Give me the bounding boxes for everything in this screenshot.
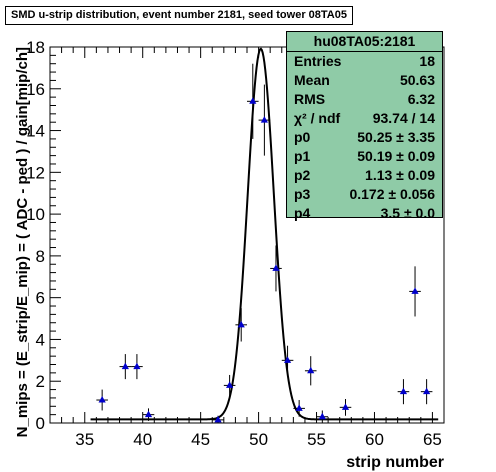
y-tick-label: 12 xyxy=(26,163,45,182)
y-tick-label: 2 xyxy=(36,372,45,391)
stats-value: 3.5 ± 0.0 xyxy=(380,205,435,221)
y-tick-label: 0 xyxy=(36,414,45,433)
chart-title: SMD u-strip distribution, event number 2… xyxy=(5,6,353,25)
data-point xyxy=(341,403,350,410)
y-tick-label: 14 xyxy=(26,122,45,141)
x-tick-label: 50 xyxy=(249,430,268,449)
data-point xyxy=(283,356,292,363)
stats-row-p0: p0 50.25 ± 3.35 xyxy=(287,128,442,147)
data-point xyxy=(98,396,106,403)
stats-value: 50.19 ± 0.09 xyxy=(357,148,435,164)
stats-row-p1: p1 50.19 ± 0.09 xyxy=(287,147,442,166)
data-point xyxy=(423,387,431,395)
stats-label: Mean xyxy=(294,72,330,88)
stats-row-entries: Entries 18 xyxy=(287,52,442,71)
y-tick-label: 6 xyxy=(36,289,45,308)
data-point xyxy=(295,404,303,411)
stats-label: p0 xyxy=(294,129,311,145)
stats-row-p3: p3 0.172 ± 0.056 xyxy=(287,185,442,204)
x-tick-label: 45 xyxy=(191,430,210,449)
stats-value: 93.74 / 14 xyxy=(372,110,435,126)
y-axis-label: N_mips = (E_strip/E_mip) = ( ADC - ped )… xyxy=(14,47,31,437)
data-point xyxy=(133,362,141,370)
stats-label: p2 xyxy=(294,167,311,183)
data-point xyxy=(121,362,129,370)
y-tick-label: 4 xyxy=(36,330,45,349)
y-tick-label: 10 xyxy=(26,205,45,224)
stats-row-mean: Mean 50.63 xyxy=(287,71,442,90)
x-tick-label: 55 xyxy=(307,430,326,449)
stats-row-p4: p4 3.5 ± 0.0 xyxy=(287,204,442,223)
stats-row-chi2: χ² / ndf 93.74 / 14 xyxy=(287,109,442,128)
data-point xyxy=(249,97,257,104)
stats-label: Entries xyxy=(294,53,342,69)
x-axis-label: strip number xyxy=(346,454,444,471)
stats-value: 6.32 xyxy=(407,91,435,107)
x-tick-label: 60 xyxy=(365,430,384,449)
stats-row-rms: RMS 6.32 xyxy=(287,90,442,109)
stats-value: 50.25 ± 3.35 xyxy=(357,129,435,145)
data-point xyxy=(307,366,315,374)
data-point xyxy=(411,287,419,294)
stats-box: hu08TA05:2181 Entries 18 Mean 50.63 RMS … xyxy=(286,31,443,221)
x-tick-label: 35 xyxy=(75,430,94,449)
stats-value: 18 xyxy=(419,53,435,69)
x-tick-label: 40 xyxy=(133,430,152,449)
data-point xyxy=(318,412,326,420)
data-point xyxy=(272,264,280,271)
data-point xyxy=(237,320,245,328)
stats-label: χ² / ndf xyxy=(294,110,341,126)
stats-label: p1 xyxy=(294,148,311,164)
data-point xyxy=(399,387,408,395)
x-tick-label: 65 xyxy=(423,430,442,449)
stats-label: p4 xyxy=(294,205,311,221)
stats-label: p3 xyxy=(294,186,311,202)
stats-label: RMS xyxy=(294,91,326,107)
data-point xyxy=(144,410,153,418)
y-tick-label: 8 xyxy=(36,247,45,266)
y-tick-label: 18 xyxy=(26,38,45,57)
data-point xyxy=(260,116,268,123)
stats-row-p2: p2 1.13 ± 0.09 xyxy=(287,166,442,185)
data-point xyxy=(226,381,234,388)
stats-value: 50.63 xyxy=(399,72,435,88)
stats-value: 1.13 ± 0.09 xyxy=(365,167,435,183)
stats-value: 0.172 ± 0.056 xyxy=(349,186,435,202)
data-point xyxy=(214,415,222,423)
stats-title: hu08TA05:2181 xyxy=(287,32,442,52)
y-tick-label: 16 xyxy=(26,80,45,99)
